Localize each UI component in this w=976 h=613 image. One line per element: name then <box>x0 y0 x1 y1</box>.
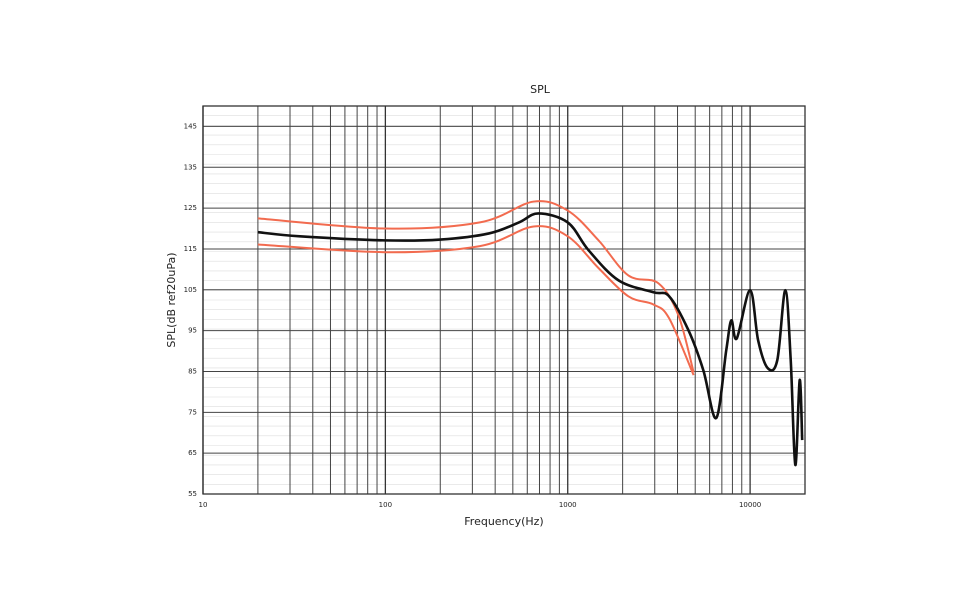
x-tick-label: 100 <box>379 501 392 509</box>
y-tick-label: 55 <box>188 490 197 498</box>
y-tick-label: 95 <box>188 327 197 335</box>
y-tick-label: 75 <box>188 408 197 416</box>
y-tick-label: 115 <box>184 245 197 253</box>
y-tick-label: 85 <box>188 367 197 375</box>
y-tick-label: 145 <box>184 122 197 130</box>
y-tick-label: 125 <box>184 204 197 212</box>
y-tick-label: 65 <box>188 449 197 457</box>
x-tick-label: 1000 <box>559 501 577 509</box>
line <box>257 225 695 376</box>
y-axis-label: SPL(dB ref20uPa) <box>165 252 178 347</box>
plot-frame <box>202 105 806 495</box>
chart-title: SPL <box>530 83 551 96</box>
y-tick-label: 135 <box>184 163 197 171</box>
y-tick-label: 105 <box>184 286 197 294</box>
x-axis-label: Frequency(Hz) <box>464 515 543 528</box>
x-tick-label: 10000 <box>739 501 761 509</box>
x-tick-label: 10 <box>199 501 208 509</box>
line <box>257 200 695 373</box>
line <box>257 212 804 467</box>
